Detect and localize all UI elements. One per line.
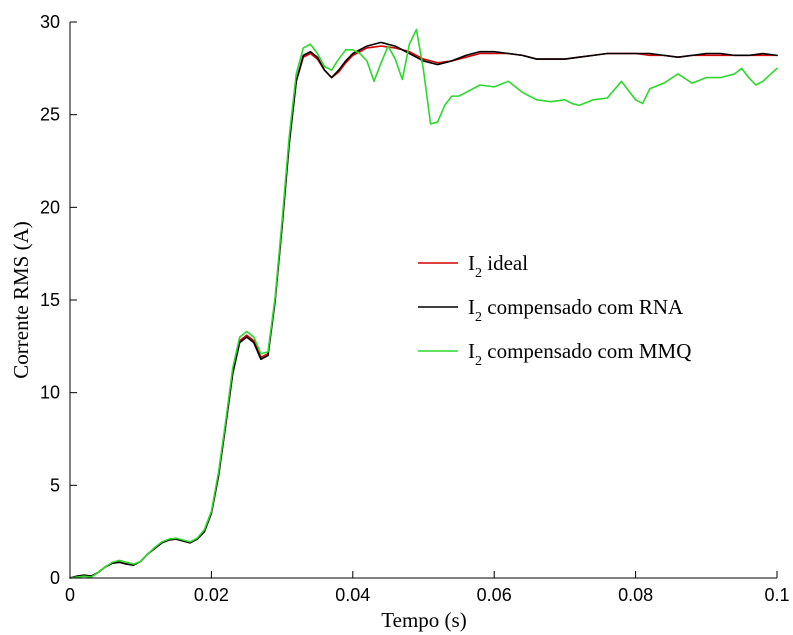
- x-tick-label: 0: [65, 585, 75, 605]
- y-axis-title: Corrente RMS (A): [9, 221, 33, 378]
- y-tick-label: 10: [40, 383, 60, 403]
- x-tick-label: 0.02: [194, 585, 229, 605]
- x-tick-label: 0.08: [618, 585, 653, 605]
- y-tick-label: 5: [50, 475, 60, 495]
- y-tick-label: 0: [50, 568, 60, 588]
- y-tick-label: 30: [40, 12, 60, 32]
- x-tick-label: 0.04: [335, 585, 370, 605]
- x-tick-label: 0.06: [477, 585, 512, 605]
- y-tick-label: 20: [40, 197, 60, 217]
- y-tick-label: 15: [40, 290, 60, 310]
- y-tick-label: 25: [40, 105, 60, 125]
- x-axis-title: Tempo (s): [381, 608, 466, 632]
- x-tick-label: 0.1: [764, 585, 789, 605]
